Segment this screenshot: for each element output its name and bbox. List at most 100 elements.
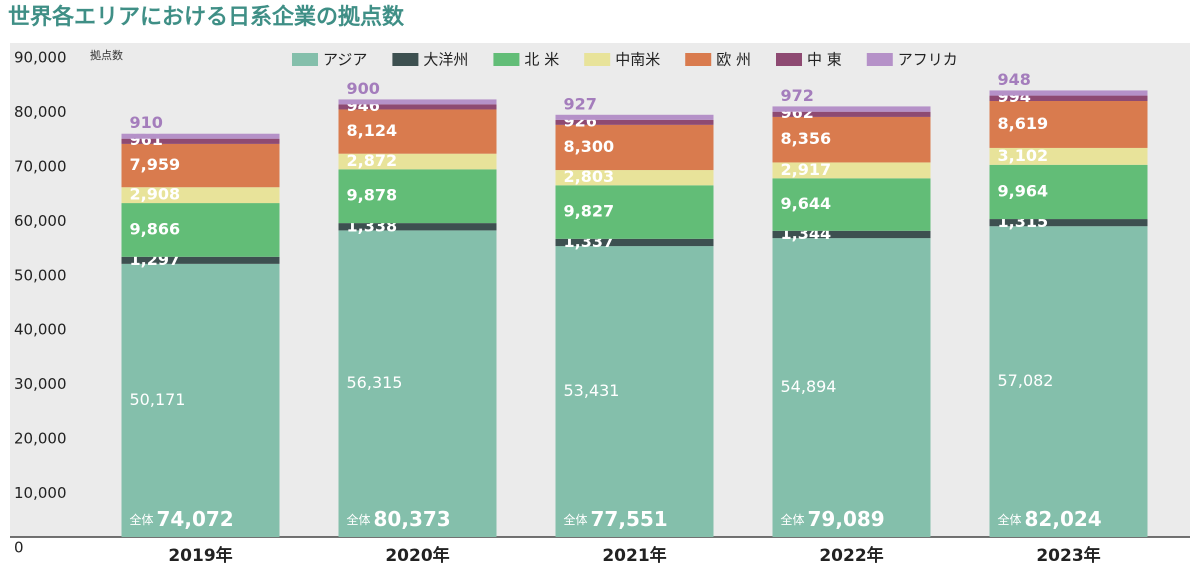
legend-label: 中 東 xyxy=(807,51,842,69)
bar-segment xyxy=(989,147,1148,165)
bar-segment xyxy=(555,119,714,125)
bar-segment xyxy=(121,138,280,144)
bar-segment xyxy=(338,153,497,170)
legend-label: 大洋州 xyxy=(423,51,468,69)
bar-segment xyxy=(121,256,280,264)
bar-segment xyxy=(989,95,1148,101)
total-value: 77,551 xyxy=(591,507,668,531)
legend-swatch xyxy=(685,53,712,66)
total-value: 80,373 xyxy=(374,507,451,531)
value-label: 9,827 xyxy=(564,202,615,221)
total-prefix: 全体 xyxy=(564,512,588,527)
value-label: 54,894 xyxy=(781,377,837,396)
value-label: 9,964 xyxy=(998,181,1049,200)
value-label: 910 xyxy=(130,113,163,132)
value-label: 927 xyxy=(564,94,597,113)
bar-segment xyxy=(338,230,497,537)
bar-segment xyxy=(121,203,280,257)
legend-label: 中南米 xyxy=(615,51,660,69)
bar-segment xyxy=(989,226,1148,537)
bar-segment xyxy=(555,170,714,186)
y-tick-label: 30,000 xyxy=(14,375,67,393)
bar-segment xyxy=(772,230,931,239)
y-tick-label: 10,000 xyxy=(14,484,67,502)
value-label: 2,917 xyxy=(781,160,832,179)
bar-segment xyxy=(338,109,497,154)
total-value: 74,072 xyxy=(157,507,234,531)
value-label: 8,124 xyxy=(347,121,398,140)
legend-label: アフリカ xyxy=(898,51,958,69)
value-label: 8,300 xyxy=(564,137,615,156)
legend-label: 欧 州 xyxy=(716,51,751,69)
value-label: 962 xyxy=(781,103,814,122)
bar-segment xyxy=(338,104,497,110)
bar-segment xyxy=(338,223,497,231)
bar-segment xyxy=(555,124,714,171)
bar-segment xyxy=(121,133,280,139)
bar-segment xyxy=(772,106,931,112)
value-label: 9,644 xyxy=(781,194,832,213)
bar-segment xyxy=(989,164,1148,220)
bar-segment xyxy=(772,111,931,117)
total-label: 全体 79,089 xyxy=(781,507,885,531)
bar-segment xyxy=(989,100,1148,148)
value-label: 2,908 xyxy=(130,185,181,204)
bar-segment xyxy=(555,114,714,120)
value-label: 946 xyxy=(347,96,380,115)
value-label: 53,431 xyxy=(564,381,620,400)
bar-segment xyxy=(555,238,714,247)
total-label: 全体 80,373 xyxy=(347,507,451,531)
value-label: 900 xyxy=(347,79,380,98)
x-tick-label: 2022年 xyxy=(819,545,883,566)
bar-segment xyxy=(555,185,714,239)
bar-segment xyxy=(772,238,931,537)
bar-segment xyxy=(338,169,497,224)
y-axis-label: 拠点数 xyxy=(90,49,123,62)
chart-title: 世界各エリアにおける日系企業の拠点数 xyxy=(8,4,405,30)
y-tick-label: 50,000 xyxy=(14,266,67,284)
value-label: 9,866 xyxy=(130,219,181,238)
value-label: 972 xyxy=(781,86,814,105)
x-tick-label: 2021年 xyxy=(602,545,666,566)
total-label: 全体 82,024 xyxy=(998,507,1102,531)
total-value: 79,089 xyxy=(808,507,885,531)
bar-segment xyxy=(989,90,1148,96)
value-label: 8,356 xyxy=(781,129,832,148)
legend-label: アジア xyxy=(323,51,367,69)
y-tick-label: 20,000 xyxy=(14,430,67,448)
legend-swatch xyxy=(584,53,611,66)
legend-swatch xyxy=(776,53,802,66)
legend-swatch xyxy=(392,53,419,66)
total-prefix: 全体 xyxy=(781,512,805,527)
total-prefix: 全体 xyxy=(130,512,154,527)
y-tick-label: 40,000 xyxy=(14,321,67,339)
bar-segment xyxy=(555,246,714,537)
bar-segment xyxy=(338,99,497,105)
legend-label: 北 米 xyxy=(524,51,559,69)
value-label: 926 xyxy=(564,111,597,130)
total-label: 全体 77,551 xyxy=(564,507,668,531)
total-label: 全体 74,072 xyxy=(130,507,234,531)
x-tick-label: 2020年 xyxy=(385,545,449,566)
bar-segment xyxy=(121,143,280,188)
y-tick-label: 60,000 xyxy=(14,212,67,230)
value-label: 7,959 xyxy=(130,155,181,174)
bar-segment xyxy=(989,219,1148,227)
legend-swatch xyxy=(866,53,893,66)
y-tick-label: 70,000 xyxy=(14,157,67,175)
bar-segment xyxy=(772,116,931,163)
value-label: 8,619 xyxy=(998,114,1049,133)
total-prefix: 全体 xyxy=(347,512,371,527)
bar-segment xyxy=(772,162,931,179)
bar-segment xyxy=(121,187,280,204)
y-tick-label: 80,000 xyxy=(14,103,67,121)
value-label: 3,102 xyxy=(998,146,1049,165)
x-tick-label: 2023年 xyxy=(1036,545,1100,566)
value-label: 57,082 xyxy=(998,371,1054,390)
y-tick-label: 90,000 xyxy=(14,49,67,67)
value-label: 2,872 xyxy=(347,151,398,170)
value-label: 994 xyxy=(998,87,1031,106)
bar-segment xyxy=(772,178,931,231)
value-label: 948 xyxy=(998,70,1031,89)
